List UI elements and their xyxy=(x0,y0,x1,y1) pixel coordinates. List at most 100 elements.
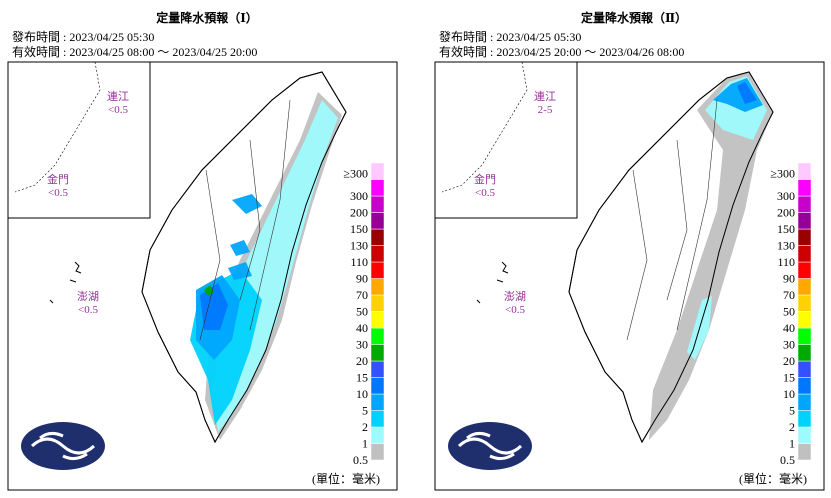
china-coast xyxy=(14,61,101,193)
legend-swatch xyxy=(797,162,812,180)
legend-swatch xyxy=(797,311,812,329)
legend-label: 0.5 xyxy=(353,453,368,467)
legend-label: 30 xyxy=(356,338,368,352)
legend-label: ≥300 xyxy=(770,167,795,181)
legend-swatch xyxy=(797,179,812,197)
rain-area xyxy=(228,262,252,280)
rain-area xyxy=(200,283,228,330)
legend-swatch xyxy=(370,162,385,180)
legend-swatch xyxy=(370,195,385,213)
legend-swatch xyxy=(797,278,812,296)
legend-swatch xyxy=(370,278,385,296)
legend-swatch xyxy=(797,360,812,378)
county-border xyxy=(666,139,688,301)
county-border xyxy=(199,169,221,341)
taiwan-border xyxy=(568,71,774,444)
legend-swatch xyxy=(797,344,812,362)
legend-label: 10 xyxy=(356,387,368,401)
legend-swatch xyxy=(370,294,385,312)
legend-label: 30 xyxy=(783,338,795,352)
rain-area xyxy=(737,82,757,104)
county-border xyxy=(626,169,648,341)
legend-label: 200 xyxy=(350,206,368,220)
cwb-logo-mark xyxy=(30,431,96,461)
legend-swatch xyxy=(797,393,812,411)
legend-label: 90 xyxy=(783,272,795,286)
penghu-islands xyxy=(49,261,82,304)
taiwan-border xyxy=(141,71,347,444)
issued-time: 發布時間 : 2023/04/25 05:30 xyxy=(439,29,581,44)
legend-swatch xyxy=(370,393,385,411)
rain-area xyxy=(649,72,773,440)
inset-frame xyxy=(7,61,151,219)
county-border xyxy=(249,99,291,331)
legend-swatch xyxy=(370,179,385,197)
cwb-logo-mark xyxy=(457,431,523,461)
legend-swatch xyxy=(797,410,812,428)
issued-time: 發布時間 : 2023/04/25 05:30 xyxy=(12,29,154,44)
legend-label: 150 xyxy=(350,222,368,236)
region-value: <0.5 xyxy=(505,304,525,316)
legend-swatch xyxy=(370,410,385,428)
legend-swatch xyxy=(797,426,812,444)
legend-swatch xyxy=(370,360,385,378)
legend-label: 110 xyxy=(777,255,795,269)
penghu-islands xyxy=(476,261,509,304)
legend-swatch xyxy=(370,426,385,444)
legend-label: 1 xyxy=(362,437,368,451)
region-name: 連江 xyxy=(107,89,129,103)
valid-time: 有效時間 : 2023/04/25 08:00 ～ 2023/04/25 20:… xyxy=(12,44,257,59)
legend-label: ≥300 xyxy=(343,167,368,181)
region-name: 金門 xyxy=(47,172,69,186)
legend-swatch xyxy=(370,261,385,279)
legend-swatch xyxy=(797,377,812,395)
legend-swatch xyxy=(797,245,812,263)
legend-label: 5 xyxy=(789,404,795,418)
legend-label: 20 xyxy=(356,354,368,368)
legend-swatch xyxy=(797,261,812,279)
legend-label: 40 xyxy=(783,321,795,335)
legend-label: 130 xyxy=(350,239,368,253)
legend-label: 130 xyxy=(777,239,795,253)
legend-swatch xyxy=(370,311,385,329)
legend-label: 1 xyxy=(789,437,795,451)
legend-label: 50 xyxy=(356,305,368,319)
legend-label: 50 xyxy=(783,305,795,319)
legend-label: 20 xyxy=(783,354,795,368)
legend-label: 110 xyxy=(350,255,368,269)
legend-label: 150 xyxy=(777,222,795,236)
legend-swatch xyxy=(797,327,812,345)
legend-swatch xyxy=(370,212,385,230)
region-name: 金門 xyxy=(474,172,496,186)
legend-label: 300 xyxy=(777,189,795,203)
legend-label: 70 xyxy=(783,288,795,302)
unit-label: (單位：毫米) xyxy=(312,471,380,486)
legend-swatch xyxy=(370,245,385,263)
region-name: 連江 xyxy=(534,89,556,103)
legend-label: 10 xyxy=(783,387,795,401)
region-name: 澎湖 xyxy=(77,290,99,303)
legend-swatch xyxy=(797,228,812,246)
rain-area xyxy=(230,240,250,256)
region-value: <0.5 xyxy=(78,304,98,316)
legend-label: 2 xyxy=(789,420,795,434)
legend-swatch xyxy=(370,344,385,362)
china-coast xyxy=(441,61,528,193)
legend-swatch xyxy=(797,195,812,213)
rain-area xyxy=(232,194,262,214)
county-border xyxy=(239,139,261,301)
legend-swatch xyxy=(370,377,385,395)
legend-label: 70 xyxy=(356,288,368,302)
legend-label: 5 xyxy=(362,404,368,418)
legend-label: 15 xyxy=(783,371,795,385)
region-value: <0.5 xyxy=(475,187,495,199)
legend-swatch xyxy=(797,294,812,312)
legend-swatch xyxy=(797,212,812,230)
region-name: 澎湖 xyxy=(504,290,526,303)
region-value: <0.5 xyxy=(108,104,128,116)
legend-label: 0.5 xyxy=(780,453,795,467)
legend-label: 40 xyxy=(356,321,368,335)
